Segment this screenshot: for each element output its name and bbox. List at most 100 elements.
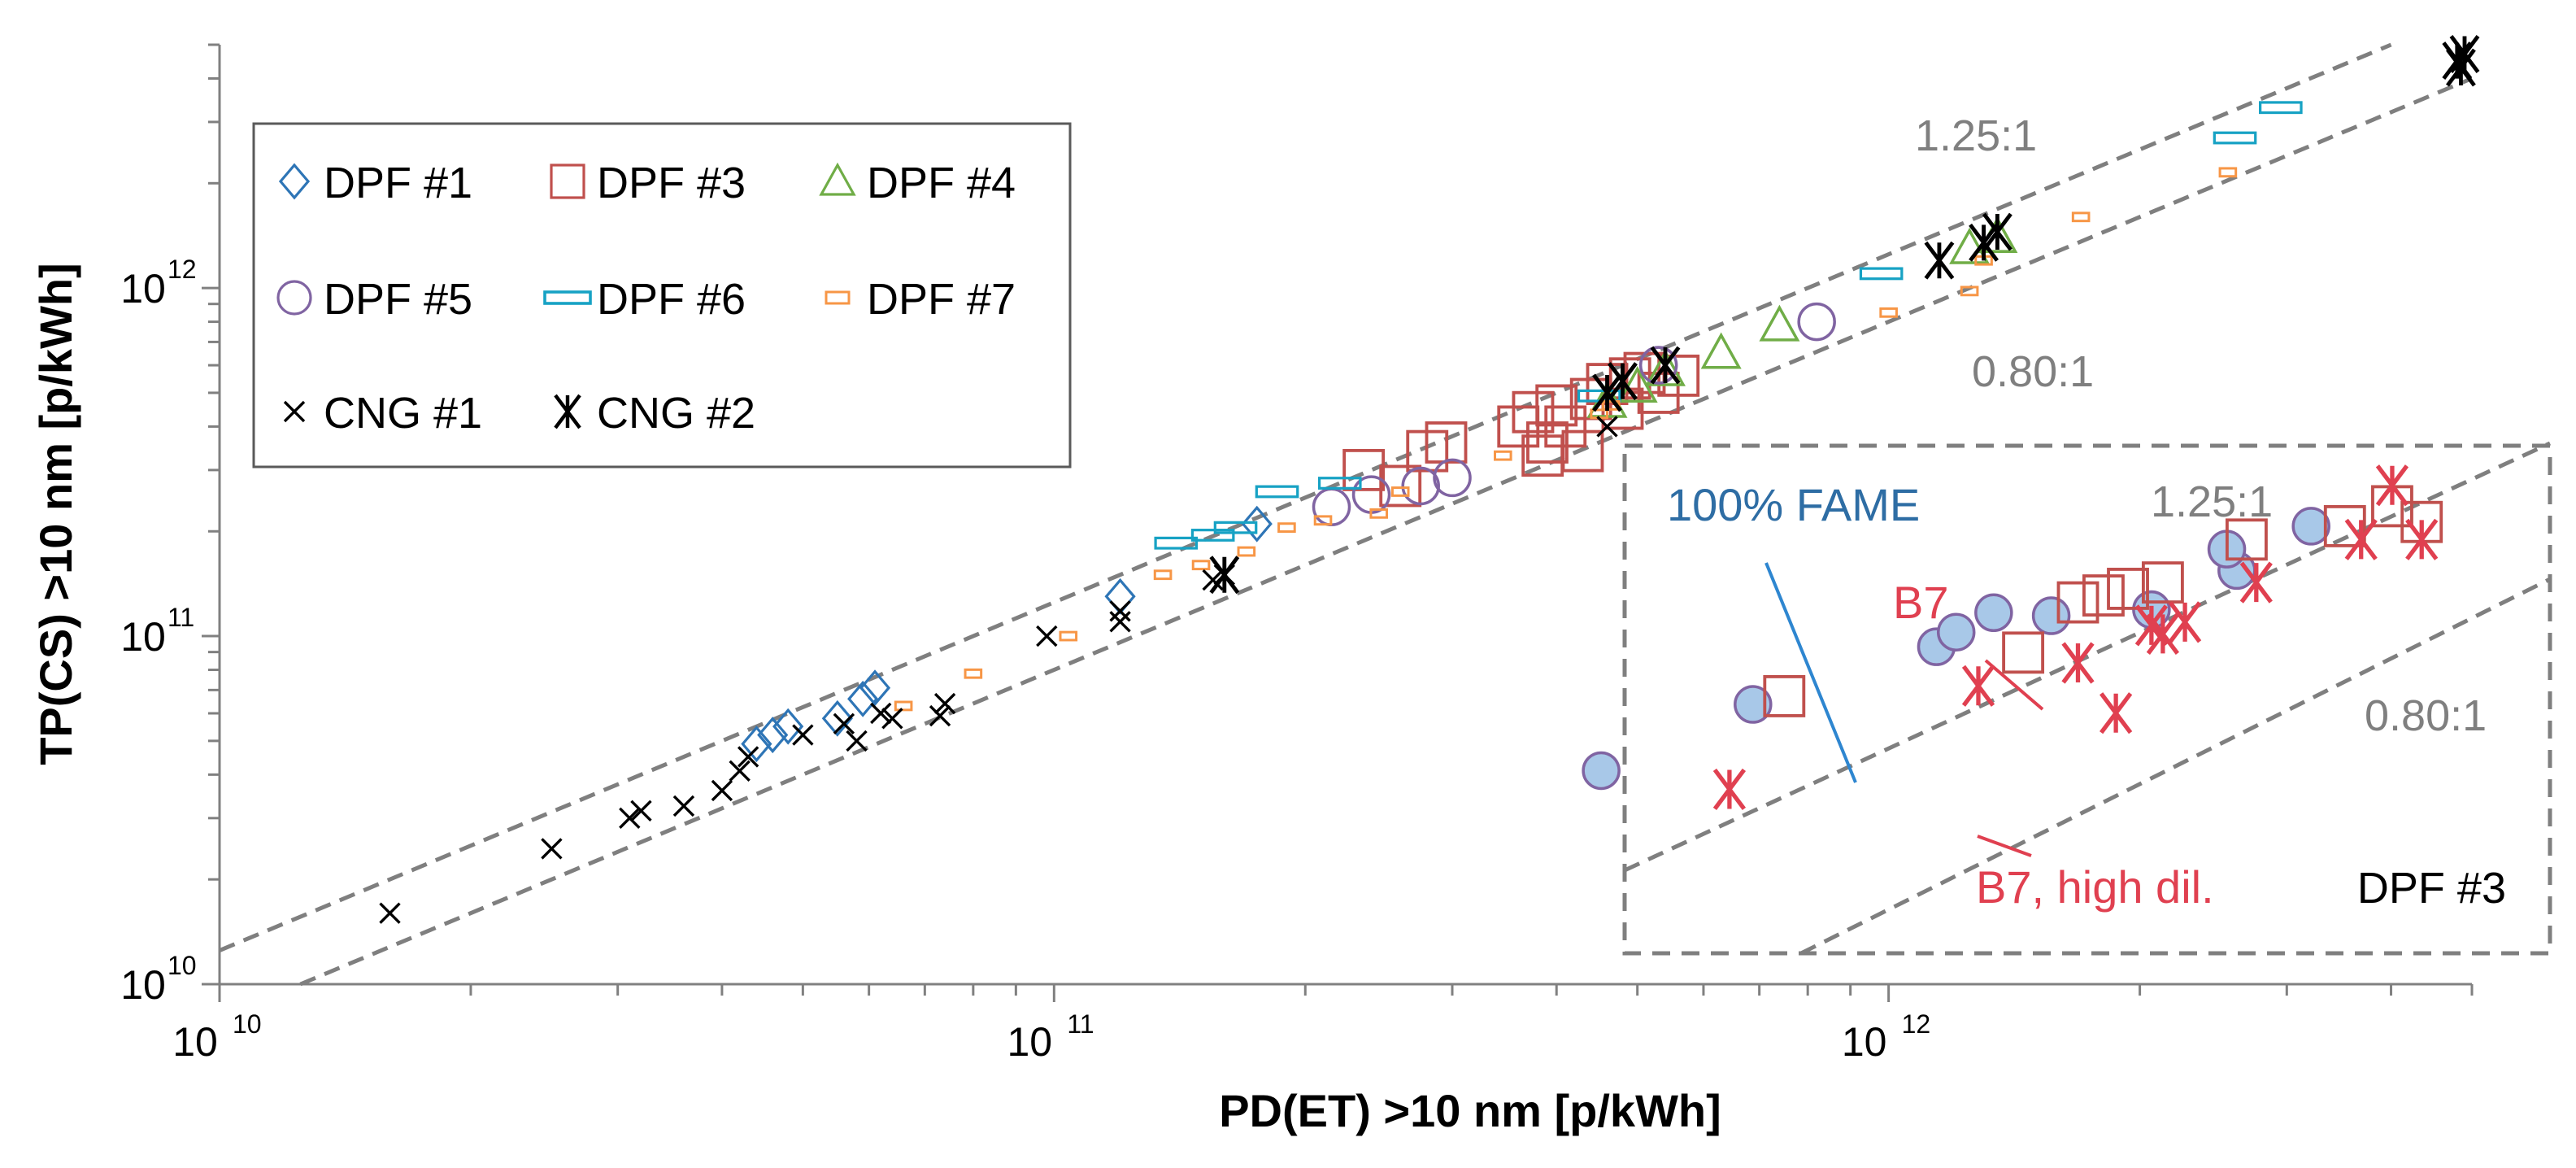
inset-title: DPF #3 [2357,864,2506,913]
fame-leader-line [1764,562,1857,783]
data-point [1561,429,1604,473]
inset-series-100-fame [1582,507,2330,791]
data-point [1109,611,1131,633]
inset-data-point [2344,518,2378,560]
data-point [630,800,652,822]
data-point [2449,35,2480,73]
data-point [379,902,401,924]
legend-label: DPF #3 [597,159,746,207]
inset-data-point [2375,464,2409,507]
inset-panel: 1.25:1 0.80:1 100% FAME B7 B7, high dil. DPF … [1582,441,2552,956]
inset-data-point [2226,518,2268,561]
data-point [1390,486,1410,497]
legend-marker [819,162,856,196]
legend-item: DPF #7 [825,275,1016,324]
data-point [1059,630,1078,642]
b7-leader-line [1984,659,2044,711]
data-point [1759,304,1800,342]
data-point [619,807,641,830]
data-point [1209,556,1240,595]
x-tick-label-exponent: 11 [1067,1009,1094,1039]
legend-label: CNG #1 [324,389,482,438]
inset-ref-line-1 [1799,577,2552,956]
data-point [1213,521,1258,534]
data-point [1924,241,1955,280]
data-point [1535,384,1578,427]
data-points [379,35,2480,924]
inset-data-point [1712,768,1747,811]
legend-item: CNG #2 [554,389,755,438]
inset-ratio-label-lower: 0.80:1 [2365,691,2487,740]
x-tick-label-exponent: 10 [233,1009,262,1039]
data-point [541,838,563,860]
x-tick-label: 10 [172,1019,218,1065]
data-point [792,724,814,746]
ref-line-1 [299,76,2473,987]
inset-data-point [1961,665,1995,707]
y-tick-label: 10 [120,614,166,660]
data-point [1650,346,1681,385]
data-point [1342,448,1386,491]
legend-item: DPF #4 [819,159,1016,207]
legend-item: DPF #3 [550,159,746,207]
data-point [1879,307,1898,318]
data-point [1237,546,1256,557]
data-point [1202,569,1224,591]
data-point [1153,569,1173,581]
data-point [729,760,751,782]
y-tick-label-exponent: 12 [168,255,197,284]
data-point [1982,212,2012,251]
reference-lines [219,42,2473,987]
data-point [1596,416,1618,438]
legend-label: CNG #2 [597,389,755,438]
series-dpf-1 [741,505,1273,763]
data-point [1401,466,1440,506]
inset-data-point [2291,507,2330,546]
legend: DPF #1 DPF #3 DPF #4 DPF #5 DPF #6 DPF #7 CNG … [252,122,1072,469]
inset-data-point [2146,612,2180,655]
data-point [672,795,695,817]
legend-marker [276,280,312,316]
data-point [2213,131,2257,145]
legend-box [252,122,1072,469]
data-point [1638,346,1678,385]
legend-label: DPF #4 [867,159,1016,207]
y-tick-label-exponent: 11 [168,603,194,632]
data-point [1191,560,1211,571]
annotation-b7-high-dil: B7, high dil. [1976,861,2214,913]
data-point [1433,458,1472,498]
inset-data-point [2141,561,2184,604]
data-point [870,702,892,725]
inset-data-point [2168,601,2202,643]
data-point [1317,477,1362,490]
annotation-b7: B7 [1893,577,1949,628]
data-point [2218,167,2238,178]
data-point [821,699,853,737]
legend-marker [554,394,581,429]
inset-data-point [2239,561,2273,604]
inset-data-point [1974,593,2013,633]
data-point [847,680,879,717]
inset-data-point [2100,692,2133,734]
inset-data-point [1936,612,1976,652]
y-tick-label: 10 [120,962,166,1008]
axes [218,45,2472,986]
data-point [737,746,759,768]
b7-high-dil-leader-line [1977,835,2032,857]
data-point [1859,267,1904,281]
data-point [929,704,951,727]
series-dpf-6 [1154,101,2303,550]
legend-marker [550,163,585,199]
legend-item: DPF #1 [278,159,472,207]
data-point [1960,285,1979,297]
data-point [2071,211,2091,223]
data-point [2445,48,2476,87]
legend-item: CNG #1 [283,389,482,438]
data-point [1109,600,1131,622]
y-tick-label: 10 [120,266,166,312]
legend-marker [543,290,592,305]
inset-data-point [2107,567,2149,610]
data-point [1154,536,1199,550]
y-axis-title: TP(CS) >10 nm [p/kWh] [30,263,81,765]
